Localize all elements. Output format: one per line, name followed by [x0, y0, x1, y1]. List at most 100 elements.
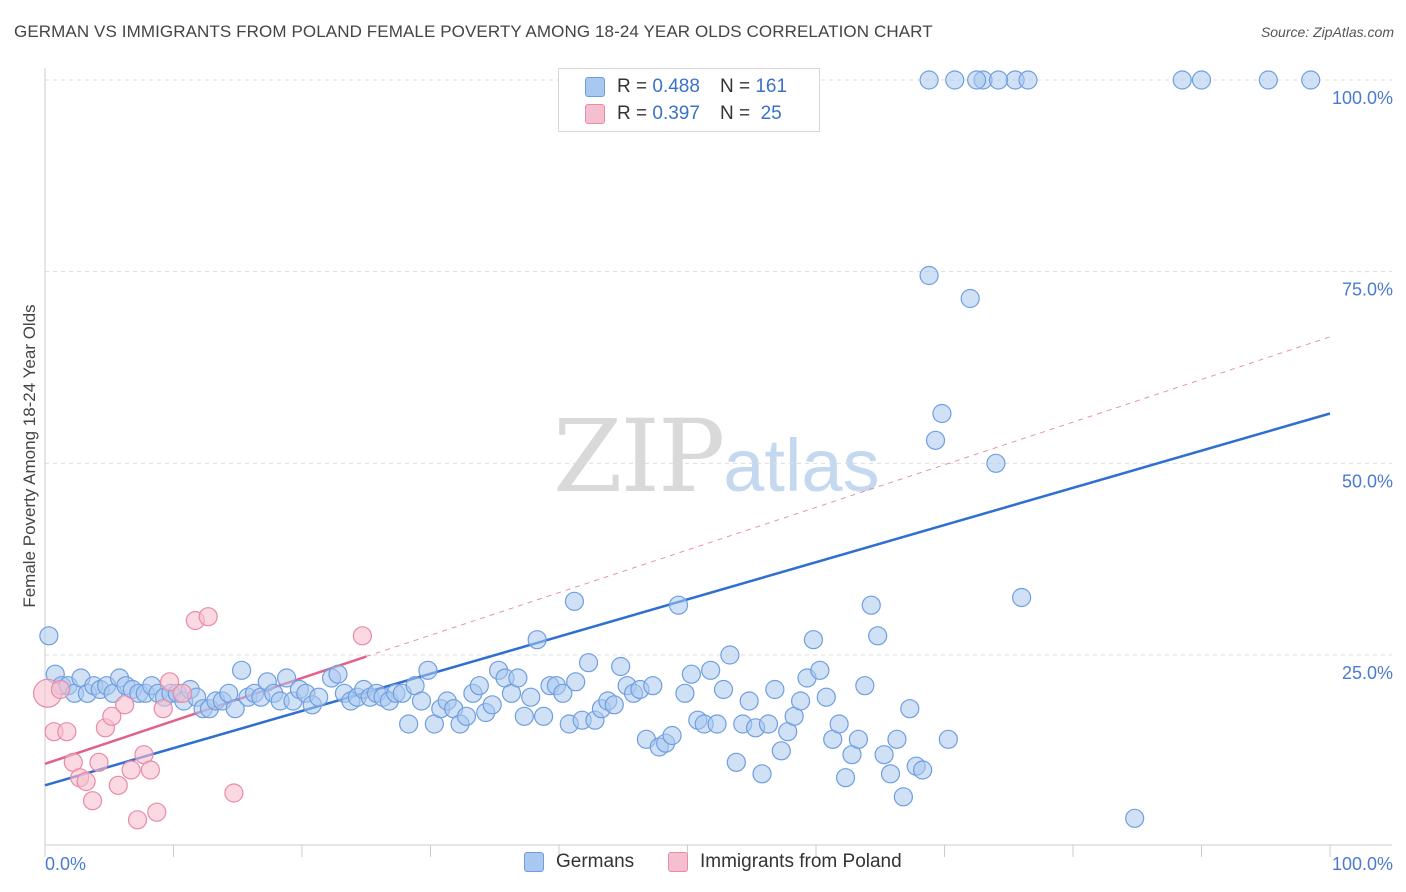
point-germans [816, 687, 836, 707]
chart-title: GERMAN VS IMMIGRANTS FROM POLAND FEMALE … [14, 22, 933, 41]
point-germans [752, 764, 772, 784]
point-germans [913, 760, 933, 780]
point-poland [160, 672, 180, 692]
point-germans [1191, 70, 1212, 90]
y-tick-label: 25.0% [1342, 663, 1393, 683]
point-germans [713, 679, 734, 700]
point-germans [803, 630, 824, 650]
point-germans [1018, 70, 1038, 90]
point-germans [469, 676, 489, 696]
point-germans [514, 706, 534, 726]
point-germans [880, 764, 901, 784]
point-germans [564, 591, 585, 611]
point-germans [399, 714, 419, 734]
y-tick-label: 50.0% [1342, 471, 1393, 491]
bottom-legend-label-poland: Immigrants from Poland [700, 851, 902, 872]
point-germans [925, 430, 946, 450]
point-germans [986, 453, 1006, 473]
y-axis-label: Female Poverty Among 18-24 Year Olds [20, 304, 39, 607]
point-poland [198, 607, 218, 627]
point-germans [848, 729, 869, 749]
trend-lines [44, 336, 1331, 787]
point-germans [521, 687, 541, 707]
legend-n-label: N = [719, 76, 751, 97]
point-germans [874, 745, 894, 765]
trend-line-poland-extended [366, 336, 1331, 658]
point-poland [153, 699, 173, 719]
legend-swatch-poland [585, 104, 605, 124]
point-germans [39, 626, 59, 646]
point-poland [102, 706, 122, 726]
y-tick-label: 75.0% [1342, 280, 1393, 300]
point-germans [1258, 70, 1278, 90]
bottom-legend-germans: Germans [524, 851, 634, 873]
point-germans [1172, 70, 1192, 90]
point-germans [533, 706, 554, 726]
point-poland [76, 771, 96, 792]
data-points [32, 70, 1321, 830]
watermark-atlas: atlas [723, 424, 880, 507]
point-germans [681, 664, 701, 684]
bottom-legend-poland: Immigrants from Poland [668, 851, 902, 873]
point-germans [938, 729, 958, 749]
x-tick-label: 0.0% [45, 854, 86, 874]
point-germans [988, 70, 1009, 90]
legend-r-value: 0.397 [652, 103, 700, 124]
y-tick-label: 100.0% [1332, 88, 1393, 108]
legend-row-germans: R = 0.488 N = 161 [585, 74, 787, 100]
point-germans [527, 630, 547, 650]
point-germans [1125, 808, 1145, 828]
point-poland [140, 760, 160, 780]
point-poland [121, 760, 141, 780]
trend-line-germans [44, 412, 1331, 787]
point-germans [720, 645, 740, 665]
point-poland [127, 810, 148, 830]
point-germans [662, 725, 682, 746]
point-germans [861, 595, 881, 615]
point-germans [309, 687, 329, 707]
x-tick-label: 100.0% [1332, 854, 1393, 874]
point-germans [919, 265, 939, 286]
point-germans [790, 691, 811, 711]
point-germans [765, 679, 785, 700]
point-germans [919, 70, 939, 90]
point-germans [932, 403, 952, 424]
point-germans [643, 676, 663, 696]
bottom-legend-swatch-poland [668, 852, 688, 872]
tick-labels: 25.0% 50.0% 75.0% 100.0% 0.0% 100.0% [45, 88, 1393, 874]
point-germans [945, 70, 965, 90]
point-germans [566, 672, 586, 692]
point-germans [225, 699, 245, 719]
point-poland [82, 791, 103, 811]
legend-row-poland: R = 0.397 N = 25 [585, 101, 782, 127]
point-germans [482, 695, 502, 715]
point-germans [328, 664, 348, 684]
point-germans [701, 660, 721, 680]
point-germans [232, 660, 252, 680]
point-germans [578, 653, 599, 673]
point-germans [456, 706, 477, 726]
point-germans [900, 699, 920, 719]
point-germans [707, 714, 727, 734]
point-poland [108, 775, 128, 795]
legend-swatch-germans [585, 77, 605, 97]
point-poland [352, 626, 372, 646]
chart-source: Source: ZipAtlas.com [1260, 24, 1394, 40]
point-germans [855, 676, 875, 696]
point-germans [726, 752, 746, 772]
point-poland [50, 679, 71, 700]
bottom-legend-label-germans: Germans [556, 851, 635, 872]
point-germans [418, 660, 438, 680]
point-germans [967, 70, 987, 90]
axes [44, 68, 1392, 857]
point-germans [1301, 70, 1321, 90]
point-germans [868, 626, 888, 646]
point-germans [553, 683, 573, 703]
point-germans [411, 691, 432, 711]
legend-n-label: N = [719, 103, 751, 124]
point-poland [224, 783, 244, 803]
legend-n-value: 161 [755, 76, 788, 97]
point-germans [771, 741, 791, 761]
legend-r-label: R = [617, 76, 648, 97]
